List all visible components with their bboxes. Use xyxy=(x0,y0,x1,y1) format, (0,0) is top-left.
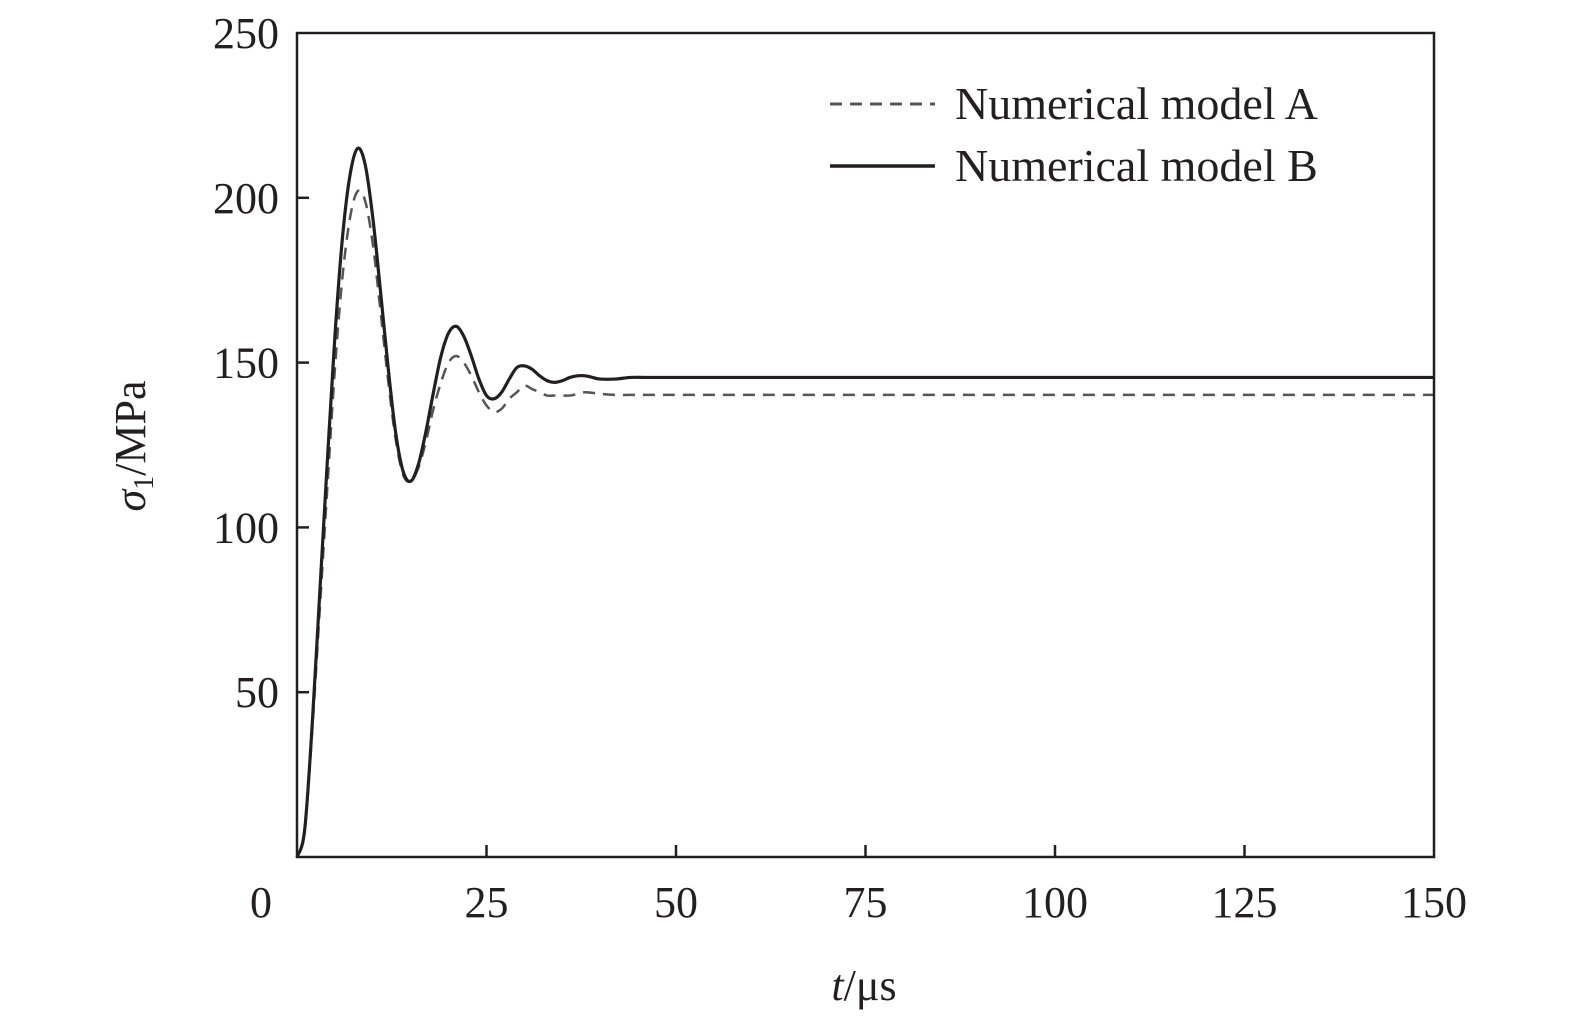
x-axis-unit: /μs xyxy=(844,961,897,1010)
x-tick-label: 150 xyxy=(1401,878,1467,927)
x-tick-label: 0 xyxy=(250,878,272,927)
y-axis-variable: σ xyxy=(106,488,155,512)
series-layer xyxy=(295,146,1434,858)
y-tick-label: 150 xyxy=(213,339,279,388)
ticks-layer: 0 25 50 75 100 125 150 50 100 150 200 250 xyxy=(213,9,1467,927)
y-tick-label: 200 xyxy=(213,174,279,223)
y-tick-label: 50 xyxy=(235,668,279,717)
plot-frame xyxy=(295,31,1436,859)
legend-label-model-a: Numerical model A xyxy=(955,78,1318,129)
series-line-model-b xyxy=(295,146,1434,858)
x-tick-label: 25 xyxy=(465,878,509,927)
x-tick-label: 125 xyxy=(1212,878,1278,927)
x-tick-label: 100 xyxy=(1022,878,1088,927)
x-axis-variable: t xyxy=(831,961,845,1010)
x-tick-label: 75 xyxy=(844,878,888,927)
legend-label-model-b: Numerical model B xyxy=(955,140,1318,191)
y-tick-label: 100 xyxy=(213,503,279,552)
x-tick-label: 50 xyxy=(654,878,698,927)
y-axis-unit: /MPa xyxy=(106,380,155,475)
y-axis-subscript: 1 xyxy=(129,476,160,490)
legend: Numerical model A Numerical model B xyxy=(830,78,1318,191)
y-axis-label: σ1/MPa xyxy=(106,380,160,511)
series-line-model-a xyxy=(295,189,1434,858)
x-axis-label: t/μs xyxy=(831,961,896,1010)
y-tick-label: 250 xyxy=(213,9,279,58)
